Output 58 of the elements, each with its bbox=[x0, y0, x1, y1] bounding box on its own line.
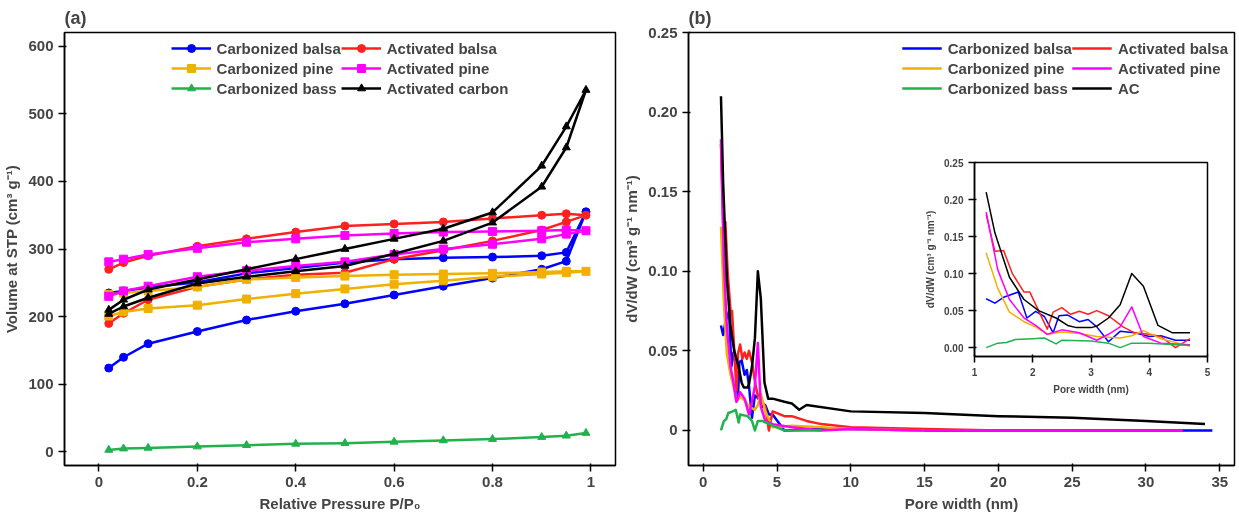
legend-label: Carbonized bass bbox=[216, 79, 337, 97]
x-tick-label: 2 bbox=[1029, 366, 1036, 378]
chart-title: (b) bbox=[688, 7, 712, 28]
y-tick-label: 0.20 bbox=[944, 194, 964, 206]
x-tick-label: 10 bbox=[842, 472, 860, 490]
y-tick-label: 0.20 bbox=[648, 103, 678, 121]
x-tick-label: 25 bbox=[1063, 472, 1081, 490]
x-tick-label: 1 bbox=[586, 472, 596, 490]
y-tick-label: 0.05 bbox=[648, 341, 678, 359]
x-axis-title: Pore width (nm) bbox=[904, 494, 1019, 512]
x-tick-label: 20 bbox=[990, 472, 1007, 490]
y-tick-label: 0.25 bbox=[648, 23, 678, 41]
legend-label: Activated balsa bbox=[1117, 39, 1228, 57]
legend-label: Carbonized bass bbox=[947, 79, 1068, 97]
legend-label: Carbonized pine bbox=[216, 59, 334, 77]
legend-label: Activated pine bbox=[386, 59, 490, 77]
y-tick-label: 0 bbox=[45, 442, 54, 460]
y-tick-label: 500 bbox=[28, 104, 54, 122]
legend-label: AC bbox=[1117, 79, 1140, 97]
x-tick-label: 0.4 bbox=[285, 472, 307, 490]
x-tick-label: 0.2 bbox=[186, 472, 208, 490]
x-tick-label: 1 bbox=[971, 366, 978, 378]
chart-title: (a) bbox=[64, 7, 87, 28]
x-axis-title: Pore width (nm) bbox=[1053, 383, 1129, 395]
x-tick-label: 5 bbox=[772, 472, 782, 490]
legend-label: Activated pine bbox=[1117, 59, 1221, 77]
x-tick-label: 0.8 bbox=[482, 472, 503, 490]
y-tick-label: 0.00 bbox=[944, 342, 964, 354]
legend-label: Carbonized pine bbox=[947, 59, 1065, 77]
y-tick-label: 0.10 bbox=[944, 268, 964, 280]
x-tick-label: 15 bbox=[916, 472, 933, 490]
x-tick-label: 3 bbox=[1088, 366, 1095, 378]
y-tick-label: 0.10 bbox=[648, 262, 678, 280]
y-axis-title: Volume at STP (cm³ g⁻¹) bbox=[3, 165, 21, 334]
y-tick-label: 0.15 bbox=[944, 231, 964, 243]
x-tick-label: 0.6 bbox=[383, 472, 405, 490]
legend-label: Activated carbon bbox=[386, 79, 509, 97]
y-tick-label: 300 bbox=[28, 240, 54, 257]
y-tick-label: 600 bbox=[28, 37, 54, 55]
legend-label: Carbonized balsa bbox=[216, 39, 341, 57]
x-tick-label: 0 bbox=[94, 472, 104, 490]
x-tick-label: 35 bbox=[1211, 472, 1229, 490]
x-tick-label: 4 bbox=[1146, 366, 1153, 378]
y-tick-label: 0.15 bbox=[648, 182, 678, 200]
legend-label: Activated balsa bbox=[386, 39, 497, 57]
y-tick-label: 0.05 bbox=[944, 305, 964, 317]
y-tick-label: 0 bbox=[669, 421, 678, 439]
y-tick-label: 100 bbox=[28, 375, 54, 393]
y-tick-label: 400 bbox=[28, 172, 54, 190]
x-tick-label: 5 bbox=[1204, 366, 1211, 378]
y-tick-label: 200 bbox=[28, 307, 54, 325]
x-tick-label: 0 bbox=[699, 472, 708, 490]
x-axis-title: Relative Pressure P/P₀ bbox=[259, 494, 421, 512]
y-axis-title: dV/dW (cm³ g⁻¹ nm⁻¹) bbox=[925, 210, 937, 309]
y-axis-title: dV/dW (cm³ g⁻¹ nm⁻¹) bbox=[623, 175, 641, 323]
x-tick-label: 30 bbox=[1137, 472, 1155, 490]
legend-label: Carbonized balsa bbox=[947, 39, 1072, 57]
y-tick-label: 0.25 bbox=[944, 157, 964, 169]
